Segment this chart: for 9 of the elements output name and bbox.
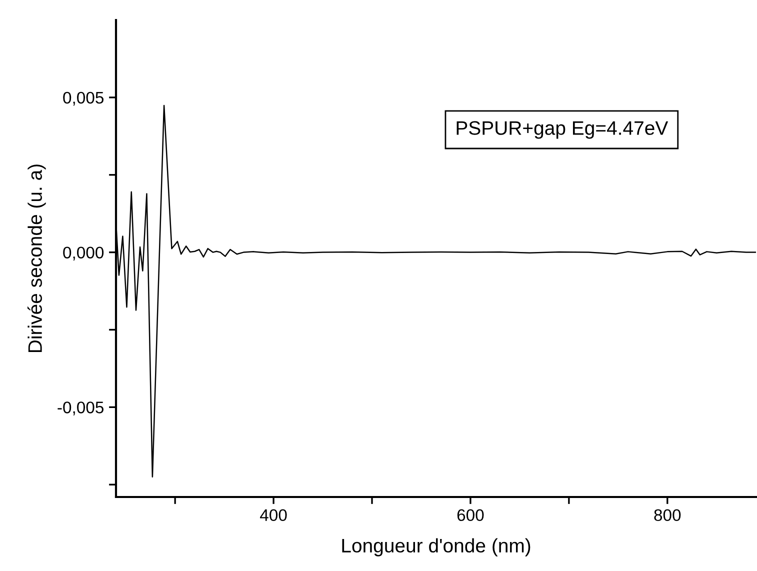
x-axis-title: Longueur d'onde (nm) bbox=[342, 538, 530, 556]
y-tick-label: -0,005 bbox=[58, 402, 104, 416]
annotation: PSPUR+gap Eg=4.47eV bbox=[456, 121, 668, 139]
y-tick-label: 0,005 bbox=[63, 92, 104, 106]
y-axis-title: Dirivée seconde (u. a) bbox=[27, 164, 46, 352]
x-tick-label: 400 bbox=[260, 509, 287, 522]
x-tick-label: 600 bbox=[457, 509, 484, 522]
y-tick-label: 0,000 bbox=[63, 246, 104, 260]
x-tick-label: 800 bbox=[654, 509, 681, 522]
